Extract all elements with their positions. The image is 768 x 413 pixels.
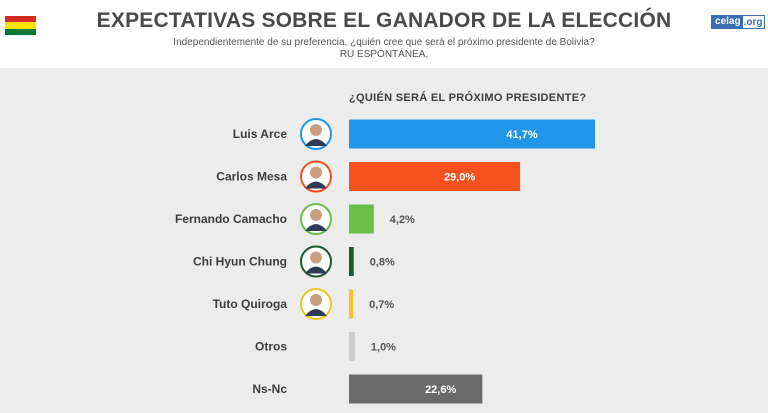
bar-tuto-quiroga xyxy=(349,289,354,319)
avatar-body-fernando-camacho xyxy=(305,224,327,231)
page-subtitle-note: RU ESPONTÁNEA. xyxy=(339,49,429,60)
logo-main-text: celag xyxy=(711,15,743,29)
bar-ns-nc xyxy=(349,374,483,404)
bolivia-flag-icon xyxy=(5,16,36,35)
celag-logo[interactable]: celag .org xyxy=(711,15,766,29)
category-label-fernando-camacho: Fernando Camacho xyxy=(175,212,287,226)
avatar-body-carlos-mesa xyxy=(305,181,327,189)
value-label-luis-arce: 41,7% xyxy=(506,129,537,141)
avatar-head-tuto-quiroga xyxy=(310,294,322,306)
value-label-ns-nc: 22,6% xyxy=(425,384,456,396)
category-label-tuto-quiroga: Tuto Quiroga xyxy=(213,297,288,311)
value-label-tuto-quiroga: 0,7% xyxy=(369,299,394,311)
bar-carlos-mesa xyxy=(349,162,521,191)
page-subtitle: Independientemente de su preferencia, ¿q… xyxy=(173,37,595,48)
category-label-chi-hyun-chung: Chi Hyun Chung xyxy=(193,255,287,269)
header-banner: EXPECTATIVAS SOBRE EL GANADOR DE LA ELEC… xyxy=(0,0,768,68)
avatar-head-fernando-camacho xyxy=(310,209,322,221)
bar-otros xyxy=(349,332,355,361)
value-label-carlos-mesa: 29,0% xyxy=(444,172,475,184)
flag-stripe-red xyxy=(5,16,36,23)
category-label-otros: Otros xyxy=(255,340,287,354)
avatar-body-luis-arce xyxy=(305,139,327,146)
chart-title: ¿QUIÉN SERÁ EL PRÓXIMO PRESIDENTE? xyxy=(349,92,587,104)
page-title: EXPECTATIVAS SOBRE EL GANADOR DE LA ELEC… xyxy=(96,9,672,32)
bar-fernando-camacho xyxy=(349,204,374,234)
flag-stripe-yellow xyxy=(5,22,36,29)
value-label-otros: 1,0% xyxy=(371,342,396,354)
category-label-luis-arce: Luis Arce xyxy=(233,127,288,141)
bar-chi-hyun-chung xyxy=(349,247,354,276)
avatar-body-chi-hyun-chung xyxy=(305,266,327,274)
avatar-head-carlos-mesa xyxy=(310,166,322,179)
flag-stripe-green xyxy=(5,28,36,35)
avatar-body-tuto-quiroga xyxy=(305,309,327,316)
avatar-head-chi-hyun-chung xyxy=(310,251,322,264)
value-label-fernando-camacho: 4,2% xyxy=(390,214,415,226)
value-label-chi-hyun-chung: 0,8% xyxy=(370,257,395,269)
logo-suffix-text: .org xyxy=(742,15,766,29)
avatar-head-luis-arce xyxy=(310,124,322,136)
category-label-ns-nc: Ns-Nc xyxy=(252,382,287,396)
bar-luis-arce xyxy=(349,119,596,149)
category-label-carlos-mesa: Carlos Mesa xyxy=(216,170,287,184)
